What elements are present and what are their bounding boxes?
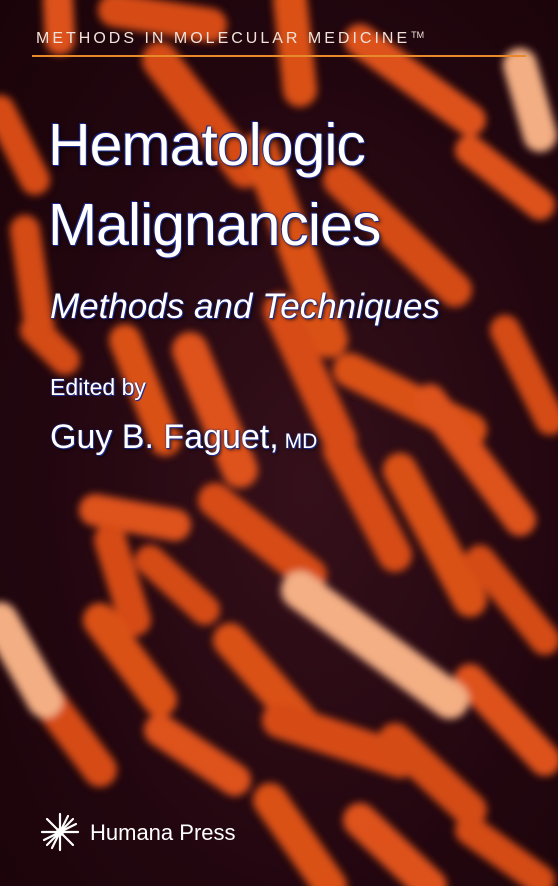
- publisher-name: Humana Press: [90, 820, 236, 845]
- series-name-text: METHODS IN MOLECULAR MEDICINE: [36, 30, 411, 47]
- edited-by-label: Edited by: [50, 374, 146, 400]
- starburst-logo-icon: [40, 812, 80, 852]
- book-title-line-1: Hematologic: [48, 112, 366, 178]
- book-title-line-2: Malignancies: [48, 192, 381, 258]
- editor-name: Guy B. Faguet, MD: [50, 418, 317, 457]
- editor-name-text: Guy B. Faguet,: [50, 418, 279, 456]
- series-divider: [32, 55, 526, 57]
- series-name: METHODS IN MOLECULAR MEDICINETM: [36, 30, 424, 48]
- book-subtitle: Methods and Techniques: [50, 287, 440, 326]
- editor-degree: MD: [284, 430, 318, 453]
- trademark-mark: TM: [411, 30, 425, 40]
